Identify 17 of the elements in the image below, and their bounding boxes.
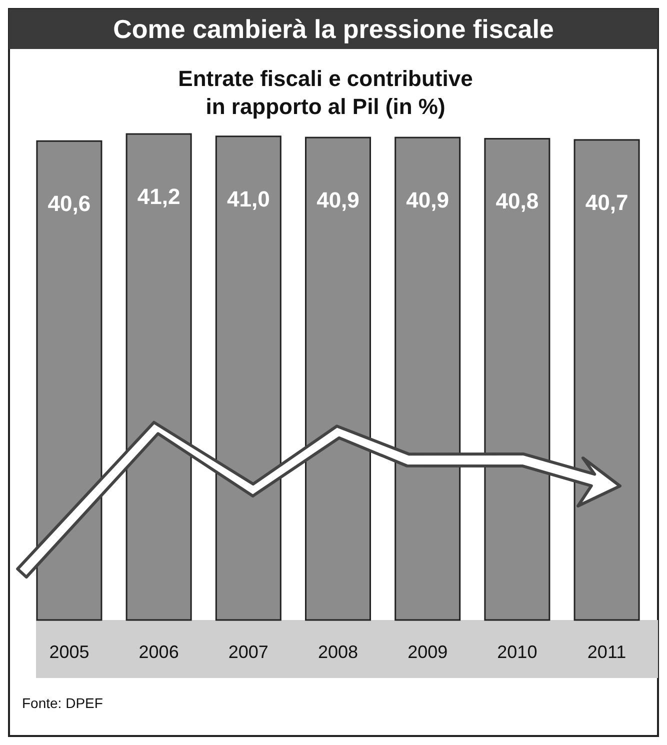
source-note: Fonte: DPEF <box>22 695 103 711</box>
chart-subtitle: Entrate fiscali e contributive in rapporto al Pil (in %) <box>178 66 473 119</box>
x-tick-label: 2006 <box>138 642 179 662</box>
x-tick-label: 2008 <box>318 642 358 662</box>
x-tick-label: 2007 <box>228 642 268 662</box>
data-label: 41,0 <box>226 186 270 212</box>
data-label: 40,8 <box>496 188 539 214</box>
x-tick-label: 2011 <box>587 642 626 662</box>
chart-title: Come cambierà la pressione fiscale <box>113 14 554 44</box>
data-label: 41,2 <box>137 184 180 209</box>
x-tick-label: 2009 <box>408 642 448 662</box>
data-label: 40,6 <box>48 191 91 216</box>
x-tick-label: 2005 <box>49 642 90 662</box>
data-label: 40,9 <box>316 188 360 213</box>
x-tick-label: 2010 <box>497 642 538 662</box>
data-label: 40,7 <box>585 190 628 215</box>
data-label: 40,9 <box>406 188 450 213</box>
